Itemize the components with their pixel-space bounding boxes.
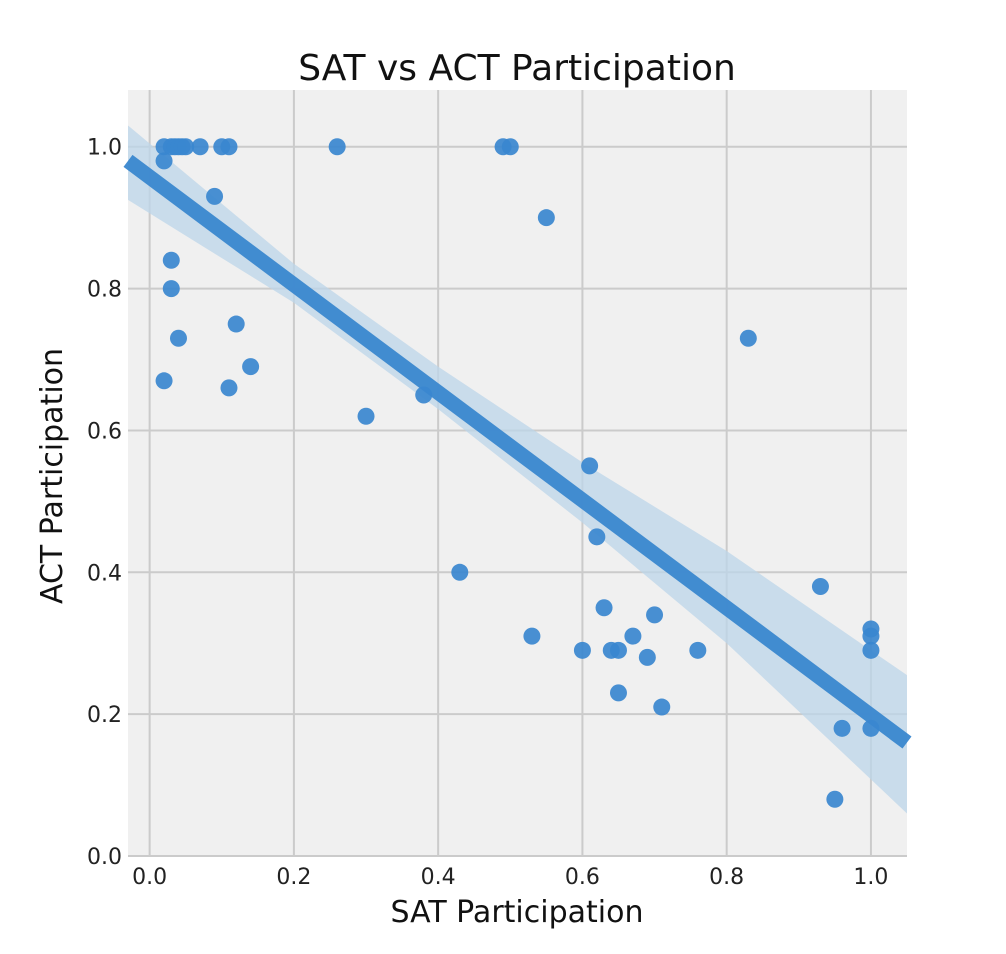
data-point [162,280,180,298]
data-point [227,315,245,333]
data-points [155,138,880,808]
data-point [328,138,346,156]
regression-line-group [123,154,912,749]
data-point [609,641,627,659]
x-axis-label: SAT Participation [391,895,644,930]
data-point [155,372,173,390]
y-tick-label: 0.0 [87,845,122,870]
data-point [242,358,260,376]
data-point [501,138,519,156]
data-point [609,684,627,702]
y-tick-label: 0.2 [87,703,122,728]
data-point [581,457,599,475]
x-tick-label: 0.6 [565,865,600,890]
data-point [357,407,375,425]
y-tick-label: 0.6 [87,419,122,444]
data-point [811,577,829,595]
x-tick-label: 0.8 [709,865,744,890]
data-point [624,627,642,645]
data-point [415,386,433,404]
x-tick-label: 0.2 [276,865,311,890]
x-tick-labels: 0.0 0.2 0.4 0.6 0.8 1.0 [132,865,888,890]
data-point [826,790,844,808]
data-point [162,251,180,269]
data-point [169,329,187,347]
chart-title: SAT vs ACT Participation [298,48,736,89]
x-tick-label: 0.4 [421,865,456,890]
data-point [220,138,238,156]
y-tick-label: 0.8 [87,278,122,303]
grid-lines [128,90,907,857]
data-point [689,641,707,659]
data-point [177,138,195,156]
plot-area [128,90,907,856]
data-point [573,641,591,659]
data-point [739,329,757,347]
data-point [862,641,880,659]
data-point [588,528,606,546]
data-point [220,379,238,397]
y-tick-labels: 0.0 0.2 0.4 0.6 0.8 1.0 [87,136,122,870]
data-point [862,719,880,737]
data-point [523,627,541,645]
data-point [191,138,209,156]
data-point [653,698,671,716]
data-point [862,627,880,645]
data-point [537,209,555,227]
data-point [595,599,613,617]
data-point [206,187,224,205]
data-point [646,606,664,624]
data-point [155,152,173,170]
regression-line [123,154,912,749]
y-axis-label: ACT Participation [35,348,70,604]
data-point [638,648,656,666]
data-point [451,563,469,581]
x-tick-label: 1.0 [853,865,888,890]
data-point [833,719,851,737]
x-tick-label: 0.0 [132,865,167,890]
y-tick-label: 0.4 [87,561,122,586]
y-tick-label: 1.0 [87,136,122,161]
